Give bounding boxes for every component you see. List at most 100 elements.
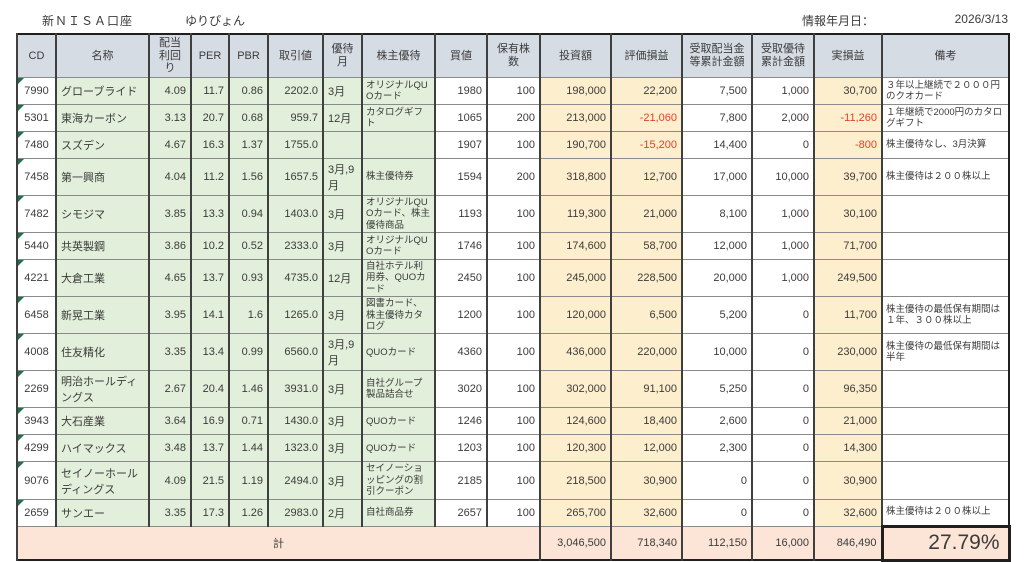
cell-buy[interactable]: 1980 xyxy=(434,76,487,105)
total-return-percent[interactable]: 27.79% xyxy=(880,524,1011,562)
cell-investment[interactable]: 120,300 xyxy=(539,434,611,462)
col-header-price[interactable]: 取引値 xyxy=(267,33,323,78)
cell-yield[interactable]: 2.67 xyxy=(148,370,191,408)
cell-investment[interactable]: 218,500 xyxy=(539,461,611,500)
col-header-shares[interactable]: 保有株数 xyxy=(486,33,540,78)
cell-name[interactable]: 新晃工業 xyxy=(55,296,149,334)
cell-pbr[interactable]: 0.93 xyxy=(228,259,268,297)
cell-price[interactable]: 2494.0 xyxy=(267,461,323,500)
cell-pbr[interactable]: 0.94 xyxy=(228,194,268,233)
total-investment[interactable]: 3,046,500 xyxy=(539,525,611,561)
cell-actual_pl[interactable]: 11,700 xyxy=(813,296,882,334)
cell-name[interactable]: セイノーホールディングス xyxy=(55,461,149,500)
cell-benefit_sum[interactable]: 2,000 xyxy=(751,103,814,132)
cell-benefit[interactable]: 株主優待券 xyxy=(361,157,435,196)
col-header-dividends[interactable]: 受取配当金 等累計金額 xyxy=(681,33,752,78)
col-header-pbr[interactable]: PBR xyxy=(228,33,268,78)
cell-dividends[interactable]: 5,250 xyxy=(681,370,752,408)
cell-dividends[interactable]: 2,600 xyxy=(681,407,752,435)
cell-note[interactable]: ３年以上継続で２０００円のクオカード xyxy=(881,76,1009,105)
cell-val_pl[interactable]: 30,900 xyxy=(610,461,682,500)
cell-val_pl[interactable]: 21,000 xyxy=(610,194,682,233)
cell-benefit_sum[interactable]: 0 xyxy=(751,130,814,159)
cell-shares[interactable]: 100 xyxy=(486,76,540,105)
cell-benefit[interactable]: セイノーショッピングの割引クーポン xyxy=(361,461,435,500)
cell-pbr[interactable]: 1.56 xyxy=(228,157,268,196)
cell-buy[interactable]: 1594 xyxy=(434,157,487,196)
cell-benefit[interactable]: オリジナルQUOカード、株主優待商品 xyxy=(361,194,435,233)
cell-investment[interactable]: 213,000 xyxy=(539,103,611,132)
cell-month[interactable]: 3月 xyxy=(322,434,362,462)
cell-pbr[interactable]: 0.52 xyxy=(228,232,268,260)
cell-val_pl[interactable]: 228,500 xyxy=(610,259,682,297)
col-header-cd[interactable]: CD xyxy=(16,33,56,78)
cell-benefit_sum[interactable]: 0 xyxy=(751,333,814,371)
cell-actual_pl[interactable]: 14,300 xyxy=(813,434,882,462)
cell-cd[interactable]: 3943 xyxy=(16,407,56,435)
cell-price[interactable]: 2333.0 xyxy=(267,232,323,260)
cell-month[interactable]: 3月,9月 xyxy=(322,333,362,371)
cell-per[interactable]: 20.7 xyxy=(190,103,229,132)
cell-cd[interactable]: 4221 xyxy=(16,259,56,297)
col-header-per[interactable]: PER xyxy=(190,33,229,78)
cell-note[interactable] xyxy=(881,434,1009,462)
cell-buy[interactable]: 2657 xyxy=(434,498,487,527)
cell-dividends[interactable]: 10,000 xyxy=(681,333,752,371)
cell-benefit_sum[interactable]: 0 xyxy=(751,498,814,527)
cell-dividends[interactable]: 8,100 xyxy=(681,194,752,233)
col-header-yield[interactable]: 配当 利回り xyxy=(148,33,191,78)
cell-per[interactable]: 13.7 xyxy=(190,259,229,297)
cell-shares[interactable]: 100 xyxy=(486,434,540,462)
cell-cd[interactable]: 9076 xyxy=(16,461,56,500)
cell-yield[interactable]: 3.35 xyxy=(148,498,191,527)
col-header-actual_pl[interactable]: 実損益 xyxy=(813,33,882,78)
cell-name[interactable]: ハイマックス xyxy=(55,434,149,462)
cell-buy[interactable]: 1907 xyxy=(434,130,487,159)
cell-per[interactable]: 21.5 xyxy=(190,461,229,500)
cell-benefit[interactable]: オリジナルQUOカード xyxy=(361,76,435,105)
cell-cd[interactable]: 2659 xyxy=(16,498,56,527)
cell-month[interactable]: 3月 xyxy=(322,461,362,500)
total-label[interactable]: 計 xyxy=(16,525,540,561)
cell-investment[interactable]: 265,700 xyxy=(539,498,611,527)
cell-name[interactable]: 東海カーボン xyxy=(55,103,149,132)
cell-month[interactable]: 3月 xyxy=(322,194,362,233)
cell-price[interactable]: 4735.0 xyxy=(267,259,323,297)
cell-name[interactable]: 住友精化 xyxy=(55,333,149,371)
cell-per[interactable]: 13.7 xyxy=(190,434,229,462)
cell-dividends[interactable]: 20,000 xyxy=(681,259,752,297)
cell-price[interactable]: 1657.5 xyxy=(267,157,323,196)
cell-name[interactable]: グローブライド xyxy=(55,76,149,105)
cell-pbr[interactable]: 1.26 xyxy=(228,498,268,527)
cell-actual_pl[interactable]: 71,700 xyxy=(813,232,882,260)
cell-cd[interactable]: 7458 xyxy=(16,157,56,196)
cell-benefit_sum[interactable]: 0 xyxy=(751,407,814,435)
cell-per[interactable]: 11.2 xyxy=(190,157,229,196)
cell-investment[interactable]: 190,700 xyxy=(539,130,611,159)
cell-pbr[interactable]: 1.19 xyxy=(228,461,268,500)
cell-actual_pl[interactable]: 30,900 xyxy=(813,461,882,500)
cell-dividends[interactable]: 14,400 xyxy=(681,130,752,159)
cell-actual_pl[interactable]: 30,700 xyxy=(813,76,882,105)
cell-note[interactable] xyxy=(881,407,1009,435)
cell-investment[interactable]: 245,000 xyxy=(539,259,611,297)
cell-month[interactable]: 3月,9月 xyxy=(322,157,362,196)
cell-month[interactable] xyxy=(322,130,362,159)
cell-benefit_sum[interactable]: 1,000 xyxy=(751,194,814,233)
cell-investment[interactable]: 120,000 xyxy=(539,296,611,334)
cell-val_pl[interactable]: -21,060 xyxy=(610,103,682,132)
cell-yield[interactable]: 3.35 xyxy=(148,333,191,371)
cell-price[interactable]: 1755.0 xyxy=(267,130,323,159)
cell-val_pl[interactable]: 32,600 xyxy=(610,498,682,527)
cell-note[interactable] xyxy=(881,232,1009,260)
cell-benefit_sum[interactable]: 10,000 xyxy=(751,157,814,196)
cell-cd[interactable]: 7482 xyxy=(16,194,56,233)
cell-note[interactable] xyxy=(881,461,1009,500)
cell-month[interactable]: 3月 xyxy=(322,296,362,334)
cell-dividends[interactable]: 0 xyxy=(681,461,752,500)
cell-name[interactable]: 共英製鋼 xyxy=(55,232,149,260)
cell-pbr[interactable]: 1.44 xyxy=(228,434,268,462)
cell-shares[interactable]: 100 xyxy=(486,259,540,297)
cell-per[interactable]: 16.3 xyxy=(190,130,229,159)
cell-price[interactable]: 1403.0 xyxy=(267,194,323,233)
